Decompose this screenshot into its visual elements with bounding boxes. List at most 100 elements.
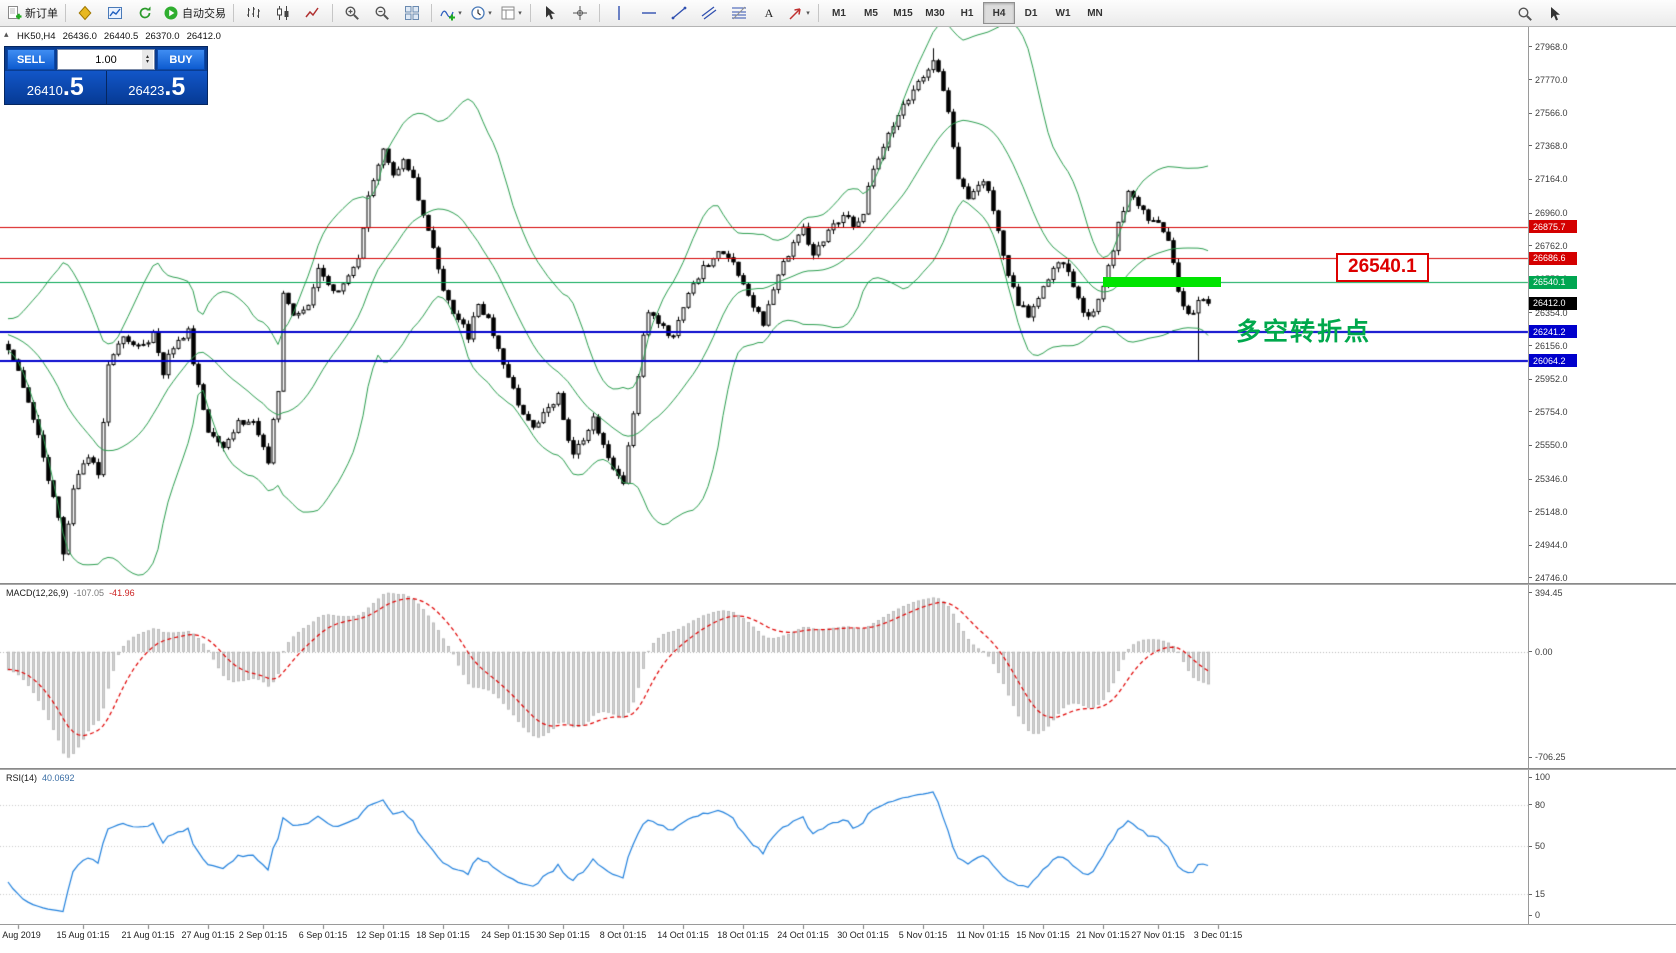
timeframe-w1-button[interactable]: W1 — [1055, 7, 1071, 19]
panel-separator-rsi[interactable] — [0, 768, 1676, 770]
time-axis-label: 12 Sep 01:15 — [356, 930, 410, 940]
fibonacci-button[interactable] — [724, 1, 754, 25]
rsi-tick-label: 80 — [1529, 799, 1545, 811]
price-tick-label: 27968.0 — [1529, 41, 1568, 53]
timeframe-m5-button[interactable]: M5 — [864, 7, 878, 19]
chart-plot[interactable] — [0, 27, 1676, 953]
bid-price[interactable]: 26410.5 — [5, 71, 106, 104]
bid-fraction-digit: .5 — [62, 73, 84, 101]
level-price-flag: 26686.6 — [1529, 251, 1577, 265]
time-axis-label: 30 Oct 01:15 — [837, 930, 889, 940]
time-axis-label: 8 Oct 01:15 — [599, 930, 647, 940]
rsi-label: RSI(14) 40.0692 — [6, 773, 75, 783]
price-tick-label: 25754.0 — [1529, 406, 1568, 418]
buy-button[interactable]: BUY — [157, 49, 205, 70]
line-chart-button[interactable] — [298, 1, 328, 25]
tile-icon — [404, 5, 420, 21]
sell-button[interactable]: SELL — [7, 49, 55, 70]
timeframe-h4-button[interactable]: H4 — [983, 2, 1015, 24]
one-click-collapse-toggle[interactable]: ▴ — [4, 29, 9, 39]
toolbar-separator — [65, 4, 66, 22]
zoom-out-button[interactable] — [367, 1, 397, 25]
trendline-button[interactable] — [664, 1, 694, 25]
time-axis[interactable]: 9 Aug 2019 15 Aug 01:15 21 Aug 01:15 27 Aug… — [0, 924, 1676, 953]
templates-button[interactable]: ▾ — [496, 1, 526, 25]
zoom-in-icon — [344, 5, 360, 21]
vertical-line-button[interactable] — [604, 1, 634, 25]
macd-tick-label: 0.00 — [1529, 646, 1553, 658]
macd-title: MACD(12,26,9) — [6, 588, 69, 598]
chart-ohlc-header: HK50,H4 26436.0 26440.5 26370.0 26412.0 — [17, 31, 221, 42]
vline-icon — [611, 5, 627, 21]
panel-separator-macd[interactable] — [0, 583, 1676, 585]
macd-main-value: -107.05 — [73, 588, 105, 598]
time-axis-label: 3 Dec 01:15 — [1193, 930, 1243, 940]
toolbar-separator — [431, 4, 432, 22]
time-axis-label: 21 Aug 01:15 — [121, 930, 175, 940]
time-axis-label: 6 Sep 01:15 — [298, 930, 348, 940]
arrow-obj-icon — [788, 5, 804, 21]
refresh-button[interactable] — [130, 1, 160, 25]
open-value: 26436.0 — [62, 31, 97, 42]
cursor-button[interactable] — [535, 1, 565, 25]
fibo-icon — [731, 5, 747, 21]
annotation-text: 多空转折点 — [1236, 318, 1372, 346]
autotrading-button[interactable]: 自动交易 — [160, 1, 229, 25]
bar-chart-button[interactable] — [238, 1, 268, 25]
rsi-tick-label: 15 — [1529, 888, 1545, 900]
timeframe-m30-button[interactable]: M30 — [925, 7, 945, 19]
time-axis-label: 27 Aug 01:15 — [181, 930, 235, 940]
volume-up-icon[interactable]: ▴ — [145, 53, 149, 60]
time-axis-label: 5 Nov 01:15 — [898, 930, 948, 940]
time-axis-label: 24 Sep 01:15 — [481, 930, 535, 940]
charts-button[interactable] — [100, 1, 130, 25]
horizontal-line-button[interactable] — [634, 1, 664, 25]
ask-main-digits: 26423 — [128, 83, 165, 98]
tile-windows-button[interactable] — [397, 1, 427, 25]
profile-icon — [77, 5, 93, 21]
time-axis-label: 15 Nov 01:15 — [1016, 930, 1070, 940]
ask-fraction-digit: .5 — [164, 73, 186, 101]
timeframe-h1-button[interactable]: H1 — [960, 7, 974, 19]
candles-icon — [275, 5, 291, 21]
candlestick-chart-button[interactable] — [268, 1, 298, 25]
timeframe-m15-button[interactable]: M15 — [893, 7, 913, 19]
rsi-tick-label: 50 — [1529, 840, 1545, 852]
volume-field[interactable]: 1.00 ▴ ▾ — [57, 49, 155, 70]
ask-price[interactable]: 26423.5 — [107, 71, 208, 104]
timeframe-m1-button[interactable]: M1 — [832, 7, 846, 19]
play-icon — [163, 5, 179, 21]
close-value: 26412.0 — [186, 31, 221, 42]
crosshair-icon — [572, 5, 588, 21]
chevron-down-icon: ▾ — [458, 10, 462, 17]
timeframe-d1-button[interactable]: D1 — [1024, 7, 1038, 19]
level-price-flag: 26875.7 — [1529, 220, 1577, 234]
text-button[interactable]: A — [754, 1, 784, 25]
time-axis-label: 24 Oct 01:15 — [777, 930, 829, 940]
price-tick-label: 26960.0 — [1529, 207, 1568, 219]
price-tick-label: 25952.0 — [1529, 373, 1568, 385]
profiles-button[interactable] — [70, 1, 100, 25]
indicators-button[interactable]: ▾ — [436, 1, 466, 25]
time-axis-label: 9 Aug 2019 — [0, 930, 41, 940]
clock-icon — [470, 5, 486, 21]
price-tick-label: 25148.0 — [1529, 506, 1568, 518]
price-tick-label: 27566.0 — [1529, 107, 1568, 119]
trendline-icon — [671, 5, 687, 21]
chevron-down-icon: ▾ — [806, 10, 810, 17]
periods-button[interactable]: ▾ — [466, 1, 496, 25]
timeframe-mn-button[interactable]: MN — [1087, 7, 1103, 19]
pointer-button[interactable] — [1540, 2, 1570, 26]
arrows-button[interactable]: ▾ — [784, 1, 814, 25]
rsi-tick-label: 0 — [1529, 909, 1540, 921]
price-axis[interactable]: 27968.0 27770.0 27566.0 27368.0 27164.0 26960… — [1528, 27, 1676, 925]
zoom-in-button[interactable] — [337, 1, 367, 25]
channel-button[interactable] — [694, 1, 724, 25]
volume-spinner[interactable]: ▴ ▾ — [142, 50, 153, 69]
time-axis-label: 27 Nov 01:15 — [1131, 930, 1185, 940]
new-order-button[interactable]: 新订单 — [3, 1, 61, 25]
crosshair-button[interactable] — [565, 1, 595, 25]
search-button[interactable] — [1510, 2, 1540, 26]
volume-down-icon[interactable]: ▾ — [145, 58, 149, 65]
price-tick-label: 26156.0 — [1529, 340, 1568, 352]
